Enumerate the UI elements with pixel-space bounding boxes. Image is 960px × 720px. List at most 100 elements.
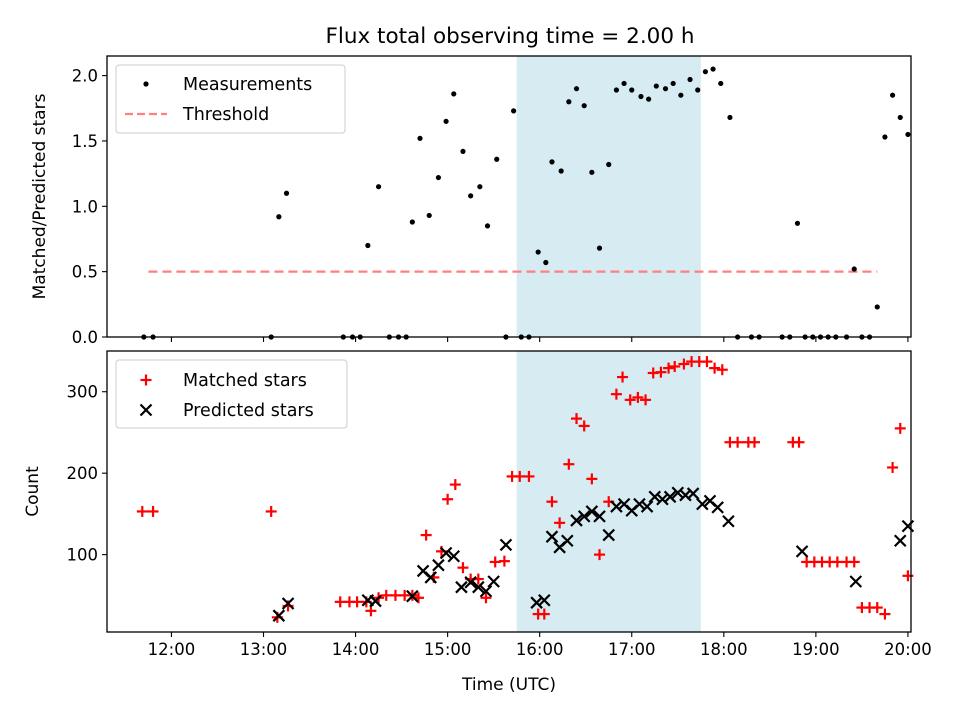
y-tick-label: 0.0 (72, 328, 98, 347)
top-axis-ticks: 0.0 0.5 1.0 1.5 2.0 (72, 67, 909, 347)
measurement-point (409, 219, 415, 225)
observing-window-span-bottom (516, 351, 701, 632)
matched-point (523, 470, 535, 482)
predicted-point (439, 546, 453, 560)
matched-point (563, 458, 575, 470)
matched-point (678, 358, 690, 370)
matched-point (449, 479, 461, 491)
measurement-point (687, 76, 693, 83)
measurement-point (581, 103, 587, 109)
matched-point (617, 371, 629, 383)
measurement-point (435, 174, 442, 181)
top-legend-box (115, 64, 346, 134)
predicted-point (406, 589, 419, 603)
predicted-point (561, 534, 574, 548)
predicted-stars-series (272, 486, 915, 622)
y-tick-label: 300 (67, 383, 99, 402)
measurement-point (874, 304, 880, 310)
measurement-point (549, 159, 555, 165)
matched-point (831, 556, 843, 568)
predicted-point (464, 576, 477, 589)
matched-point (351, 596, 363, 608)
measurement-point (905, 131, 911, 138)
measurement-point (511, 108, 517, 114)
top-legend: Measurements Threshold (115, 64, 346, 134)
matched-point (663, 362, 675, 374)
predicted-point (585, 505, 599, 518)
measurement-point (535, 249, 541, 255)
legend-marker-matched (140, 374, 152, 386)
matched-point (887, 461, 899, 473)
measurement-point (638, 93, 644, 100)
predicted-point (671, 486, 685, 499)
matched-point (489, 556, 501, 568)
matched-point (571, 413, 583, 425)
x-tick-label: 17:00 (608, 640, 656, 659)
predicted-point (530, 596, 543, 609)
measurement-point (283, 190, 290, 196)
measurement-point (589, 169, 595, 175)
matched-point (701, 356, 713, 368)
predicted-point (722, 514, 735, 528)
predicted-point (499, 538, 513, 552)
matched-point (748, 436, 760, 448)
measurement-point (417, 135, 423, 141)
x-tick-label: 13:00 (240, 640, 288, 659)
measurement-point (443, 118, 449, 124)
x-tick-label: 16:00 (516, 640, 564, 659)
bottom-legend-box (115, 359, 348, 429)
predicted-point (640, 500, 654, 513)
measurement-point (621, 80, 627, 87)
predicted-point (272, 609, 286, 622)
legend-x-marker (139, 403, 153, 417)
observing-window-span-top (516, 56, 701, 337)
matched-point (554, 517, 566, 529)
predicted-point (656, 492, 669, 506)
predicted-point (472, 580, 485, 594)
measurement-point (718, 80, 724, 87)
legend-label-threshold: Threshold (182, 105, 269, 125)
panel-ratio: 0.00.51.01.52.0 Matched/Predicted stars … (30, 55, 912, 347)
predicted-point (432, 558, 445, 572)
matched-point (334, 596, 346, 608)
matched-point (655, 366, 667, 378)
bottom-legend: Matched stars Predicted stars (115, 359, 348, 429)
predicted-point (610, 500, 623, 513)
predicted-point (633, 497, 646, 511)
measurement-point (596, 245, 603, 251)
matched-point (709, 362, 721, 374)
matched-point (894, 422, 906, 434)
matched-point (732, 436, 744, 448)
predicted-point (711, 501, 724, 514)
measurement-point (451, 91, 457, 97)
matched-point (538, 608, 550, 620)
x-axis-label: Time (UTC) (461, 675, 556, 695)
x-tick-label: 14:00 (332, 640, 380, 659)
measurement-point (613, 87, 620, 93)
measurement-point (276, 214, 282, 220)
predicted-point (901, 519, 915, 533)
predicted-point (577, 510, 591, 523)
panel-counts: 12:00 13:00 14:00 15:00 16:00 17:00 18:00 19:00… (23, 350, 932, 695)
y-tick-label: 200 (67, 464, 99, 483)
predicted-point (686, 487, 700, 500)
predicted-point (795, 545, 809, 558)
predicted-point (893, 534, 907, 548)
matched-point (902, 570, 914, 582)
predicted-point (545, 530, 559, 543)
matched-point (669, 360, 681, 372)
measurement-point (426, 212, 432, 219)
measurement-point (558, 168, 564, 174)
measurement-point (365, 242, 371, 249)
legend-marker-measurements (143, 81, 149, 87)
predicted-point (447, 549, 461, 563)
y-tick-label: 0.5 (72, 263, 98, 282)
measurement-point (460, 148, 466, 155)
matched-point (624, 394, 636, 406)
matched-point (457, 562, 469, 574)
measurement-point (678, 92, 684, 98)
matched-point (879, 608, 891, 620)
matched-point (265, 505, 277, 517)
measurement-point (629, 87, 635, 93)
legend-marker-predicted (139, 403, 153, 417)
